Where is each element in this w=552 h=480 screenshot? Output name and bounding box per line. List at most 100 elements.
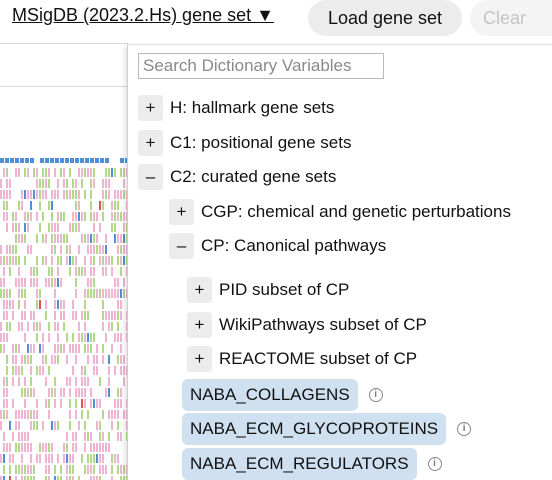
heatmap-cell	[57, 179, 59, 188]
tree-node-label: REACTOME subset of CP	[219, 349, 418, 368]
tree-node-label: H: hallmark gene sets	[170, 98, 335, 117]
tree-node-pid[interactable]: + PID subset of CP	[187, 276, 349, 304]
tree-node-cgp[interactable]: + CGP: chemical and genetic perturbation…	[169, 198, 511, 226]
heatmap-cell	[108, 443, 110, 452]
clear-button[interactable]: Clear	[470, 0, 552, 36]
tree-node-cp[interactable]: – CP: Canonical pathways	[169, 232, 386, 260]
tree-node-c2[interactable]: – C2: curated gene sets	[138, 163, 336, 191]
collapse-toggle[interactable]: –	[138, 164, 163, 190]
tree-node-reactome[interactable]: + REACTOME subset of CP	[187, 345, 417, 373]
expand-toggle[interactable]: +	[187, 277, 212, 303]
heatmap-cell	[12, 377, 14, 386]
heatmap-cell	[9, 190, 11, 199]
expand-toggle[interactable]: +	[138, 130, 163, 156]
gene-set-term[interactable]: NABA_COLLAGENS i	[182, 379, 383, 411]
heatmap-cell	[72, 300, 74, 309]
heatmap-cell	[42, 344, 44, 353]
heatmap-cell	[117, 410, 119, 419]
heatmap-cell	[60, 212, 62, 221]
heatmap-cell	[75, 443, 77, 452]
heatmap-cell	[99, 289, 101, 298]
heatmap-cell	[54, 168, 56, 177]
gene-set-dropdown-toggle[interactable]: MSigDB (2023.2.Hs) gene set ▼	[12, 5, 274, 25]
heatmap-cell	[48, 223, 50, 232]
heatmap-cell	[12, 300, 14, 309]
heatmap-cell	[15, 355, 17, 364]
heatmap-cell	[114, 201, 116, 210]
dictionary-dropdown-panel: + H: hallmark gene sets + C1: positional…	[127, 44, 552, 480]
heatmap-cell	[90, 190, 92, 199]
heatmap-cell	[12, 212, 14, 221]
heatmap-cell	[57, 256, 59, 265]
tree-node-wikipathways[interactable]: + WikiPathways subset of CP	[187, 311, 427, 339]
heatmap-cell	[72, 311, 74, 320]
heatmap-cell	[102, 432, 104, 441]
dictionary-search-input[interactable]	[138, 53, 384, 79]
heatmap-cell	[87, 465, 89, 474]
tree-node-c1[interactable]: + C1: positional gene sets	[138, 129, 351, 157]
heatmap-cell	[90, 443, 92, 452]
heatmap-cell	[40, 158, 44, 163]
heatmap-cell	[21, 234, 23, 243]
heatmap-cell	[3, 432, 5, 441]
heatmap-cell	[96, 234, 98, 243]
heatmap-cell	[30, 476, 32, 480]
heatmap-cell	[63, 179, 65, 188]
heatmap-cell	[102, 454, 104, 463]
background-divider	[0, 43, 128, 44]
expand-toggle[interactable]: +	[187, 312, 212, 338]
heatmap-cell	[123, 168, 125, 177]
heatmap-cell	[24, 311, 26, 320]
heatmap-cell	[60, 158, 64, 163]
heatmap-cell	[90, 212, 92, 221]
heatmap-cell	[84, 212, 86, 221]
heatmap-cell	[12, 366, 14, 375]
heatmap-cell	[120, 190, 122, 199]
heatmap-cell	[20, 158, 24, 163]
heatmap-cell	[102, 322, 104, 331]
tree-node-label: WikiPathways subset of CP	[219, 315, 427, 334]
gene-set-term-label[interactable]: NABA_ECM_REGULATORS	[182, 448, 417, 480]
heatmap-cell	[96, 366, 98, 375]
heatmap-cell	[102, 289, 104, 298]
info-icon[interactable]: i	[427, 457, 442, 471]
heatmap-cell	[18, 465, 20, 474]
collapse-toggle[interactable]: –	[169, 233, 194, 259]
heatmap-cell	[69, 245, 71, 254]
heatmap-cell	[24, 432, 26, 441]
info-icon[interactable]: i	[457, 422, 472, 436]
heatmap-cell	[117, 234, 119, 243]
heatmap-cell	[120, 256, 122, 265]
heatmap-cell	[24, 443, 26, 452]
heatmap-cell	[102, 179, 104, 188]
load-gene-set-button[interactable]: Load gene set	[308, 0, 462, 36]
heatmap-cell	[30, 190, 32, 199]
heatmap-cell	[27, 190, 29, 199]
heatmap-cell	[93, 179, 95, 188]
gene-set-term-label[interactable]: NABA_COLLAGENS	[182, 379, 358, 411]
heatmap-cell	[117, 278, 119, 287]
heatmap-cell	[54, 388, 56, 397]
heatmap-cell	[120, 289, 122, 298]
heatmap-cell	[123, 245, 125, 254]
heatmap-cell	[78, 190, 80, 199]
heatmap-cell	[117, 322, 119, 331]
heatmap-cell	[90, 344, 92, 353]
heatmap-cell	[72, 454, 74, 463]
expand-toggle[interactable]: +	[169, 199, 194, 225]
heatmap-cell	[48, 333, 50, 342]
info-icon[interactable]: i	[368, 388, 383, 402]
heatmap-cell	[63, 322, 65, 331]
heatmap-cell	[60, 476, 62, 480]
gene-set-term[interactable]: NABA_ECM_GLYCOPROTEINS i	[182, 413, 472, 445]
heatmap-cell	[24, 289, 26, 298]
tree-node-h[interactable]: + H: hallmark gene sets	[138, 94, 334, 122]
heatmap-cell	[60, 256, 62, 265]
heatmap-cell	[87, 377, 89, 386]
gene-set-term[interactable]: NABA_ECM_REGULATORS i	[182, 448, 442, 480]
heatmap-cell	[102, 355, 104, 364]
expand-toggle[interactable]: +	[138, 95, 163, 121]
heatmap-cell	[66, 245, 68, 254]
expand-toggle[interactable]: +	[187, 346, 212, 372]
gene-set-term-label[interactable]: NABA_ECM_GLYCOPROTEINS	[182, 413, 447, 445]
